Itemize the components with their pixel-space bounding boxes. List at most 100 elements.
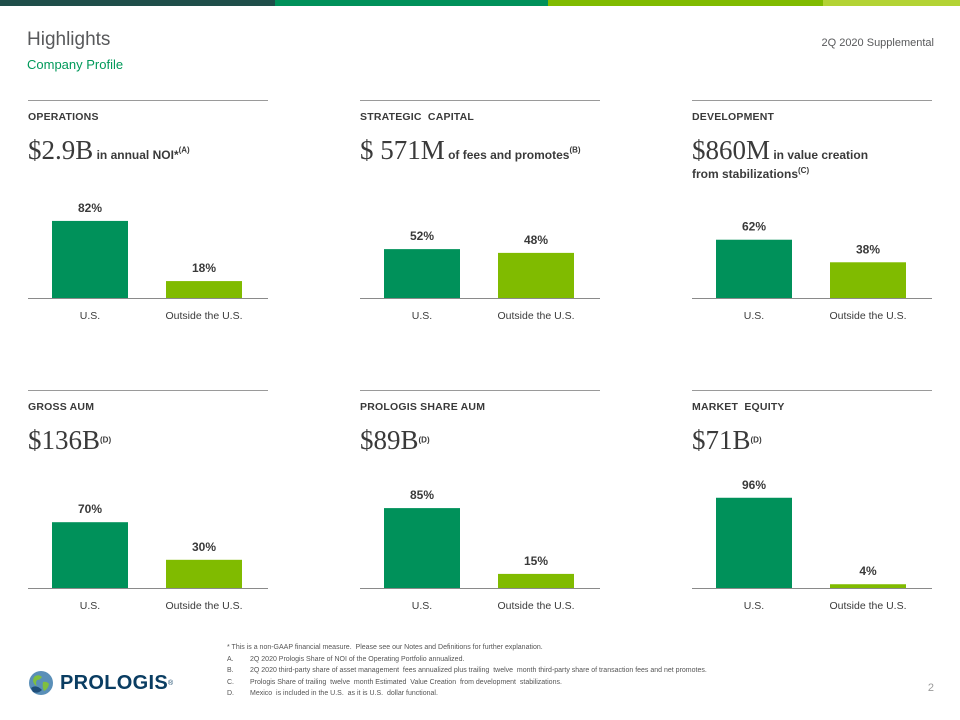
panel-chart: 52% U.S. 48% Outside the U.S. <box>360 190 600 324</box>
topbar-segment-2 <box>275 0 548 6</box>
logo-wordmark: PROLOGIS <box>60 671 168 694</box>
panel-chart: 62% U.S. 38% Outside the U.S. <box>692 190 932 324</box>
footnote-text: Prologis Share of trailing twelve month … <box>250 678 562 686</box>
bar <box>166 559 242 588</box>
footnote-text: Mexico is included in the U.S. as it is … <box>250 690 438 697</box>
category-label: Outside the U.S. <box>165 310 242 322</box>
topbar-segment-1 <box>0 0 275 6</box>
bar-chart-svg: 70% U.S. 30% Outside the U.S. <box>28 502 268 612</box>
bar <box>716 239 792 298</box>
bar <box>166 281 242 298</box>
panel-chart: 96% U.S. 4% Outside the U.S. <box>692 480 932 614</box>
panel-gross-aum: GROSS AUM $136B(D) 70% U.S. 30% Outside the… <box>28 390 268 615</box>
footnote-key: C. <box>227 678 234 686</box>
panel-heading: STRATEGIC CAPITAL <box>360 111 475 123</box>
panel-heading: MARKET EQUITY <box>692 401 785 413</box>
panel-chart: 85% U.S. 15% Outside the U.S. <box>360 480 600 614</box>
panel-note: (C) <box>798 166 810 176</box>
panel-headline: $71B(D) <box>692 426 932 454</box>
bar-chart-svg: 96% U.S. 4% Outside the U.S. <box>692 480 932 612</box>
panel-note: (D) <box>100 435 112 445</box>
bar-chart-svg: 82% U.S. 18% Outside the U.S. <box>28 201 268 322</box>
panel-rule <box>28 390 268 391</box>
logo-registered: ® <box>167 679 174 687</box>
page-subtitle: Company Profile <box>27 57 124 72</box>
footnote-item: D. Mexico is included in the U.S. as it i… <box>227 688 707 700</box>
panel-note: (B) <box>569 145 581 155</box>
footnote-text: 2Q 2020 Prologis Share of NOI of the Ope… <box>250 655 465 663</box>
panel-headline: $136B(D) <box>28 426 268 454</box>
panel-value: $71B <box>692 425 751 455</box>
data-label: 62% <box>742 220 766 234</box>
panel-desc-line2-text: from stabilizations <box>692 167 799 182</box>
footnote-item: C. Prologis Share of trailing twelve mont… <box>227 677 707 689</box>
panel-headline: $89B(D) <box>360 426 600 454</box>
bar <box>498 573 574 588</box>
globe-icon <box>29 671 53 695</box>
footnote-item: A. 2Q 2020 Prologis Share of NOI of the O… <box>227 654 707 666</box>
data-label: 70% <box>78 502 102 516</box>
panel-value: $860M <box>692 135 771 165</box>
panel-rule <box>692 390 932 391</box>
panel-value: $136B <box>28 425 101 455</box>
footnotes: * This is a non-GAAP financial measure. … <box>227 642 707 700</box>
panel-note: (A) <box>178 145 190 155</box>
panel-development: DEVELOPMENT $860M in value creation from… <box>692 100 932 325</box>
panel-heading: OPERATIONS <box>28 111 99 123</box>
category-label: U.S. <box>80 310 100 322</box>
panel-note: (D) <box>418 435 430 445</box>
category-label: Outside the U.S. <box>165 600 242 612</box>
topbar-segment-3 <box>548 0 823 6</box>
data-label: 85% <box>410 488 434 502</box>
bar <box>830 262 906 298</box>
data-label: 48% <box>524 233 548 247</box>
panel-chart: 82% U.S. 18% Outside the U.S. <box>28 190 268 324</box>
panel-rule <box>360 100 600 101</box>
panel-desc-line2: from stabilizations(C) <box>692 167 932 181</box>
footnote-key: D. <box>227 690 234 697</box>
topbar-segment-4 <box>823 0 960 6</box>
panel-rule <box>692 100 932 101</box>
bar <box>52 220 128 298</box>
panel-desc: of fees and promotes <box>444 148 570 162</box>
bar <box>52 522 128 588</box>
panel-heading: GROSS AUM <box>28 401 95 413</box>
data-label: 38% <box>856 242 880 256</box>
panel-prologis-share-aum: PROLOGIS SHARE AUM $89B(D) 85% U.S. 15% Out… <box>360 390 600 615</box>
data-label: 82% <box>78 201 102 215</box>
prologis-logo: PROLOGIS ® <box>28 670 173 696</box>
data-label: 15% <box>524 554 548 568</box>
bar-chart-svg: 52% U.S. 48% Outside the U.S. <box>360 229 600 322</box>
panel-chart: 70% U.S. 30% Outside the U.S. <box>28 480 268 614</box>
bar <box>716 497 792 588</box>
top-color-bar <box>0 0 960 6</box>
bar <box>498 252 574 298</box>
bar <box>384 508 460 588</box>
panel-value: $89B <box>360 425 419 455</box>
page-title: Highlights <box>27 29 111 50</box>
panel-value: $2.9B <box>28 135 94 165</box>
panel-headline: $2.9B in annual NOI*(A) <box>28 136 268 164</box>
panel-rule <box>28 100 268 101</box>
panel-operations: OPERATIONS $2.9B in annual NOI*(A) 82% U.… <box>28 100 268 325</box>
category-label: U.S. <box>744 310 764 322</box>
category-label: U.S. <box>412 600 432 612</box>
category-label: Outside the U.S. <box>829 600 906 612</box>
bar <box>384 249 460 298</box>
data-label: 96% <box>742 480 766 492</box>
panel-headline: $ 571M of fees and promotes(B) <box>360 136 600 164</box>
data-label: 52% <box>410 229 434 243</box>
panel-market-equity: MARKET EQUITY $71B(D) 96% U.S. 4% Outside t… <box>692 390 932 615</box>
bar-chart-svg: 62% U.S. 38% Outside the U.S. <box>692 220 932 322</box>
category-label: U.S. <box>412 310 432 322</box>
category-label: Outside the U.S. <box>497 310 574 322</box>
footnote-key: A. <box>227 655 234 663</box>
page-number: 2 <box>927 682 934 694</box>
panel-desc: in value creation <box>770 148 869 162</box>
footnote-item: B. 2Q 2020 third-party share of asset man… <box>227 665 707 677</box>
panel-rule <box>360 390 600 391</box>
category-label: U.S. <box>744 600 764 612</box>
footnote-key: B. <box>227 667 234 674</box>
panel-desc: in annual NOI* <box>93 148 179 162</box>
data-label: 4% <box>859 564 877 578</box>
